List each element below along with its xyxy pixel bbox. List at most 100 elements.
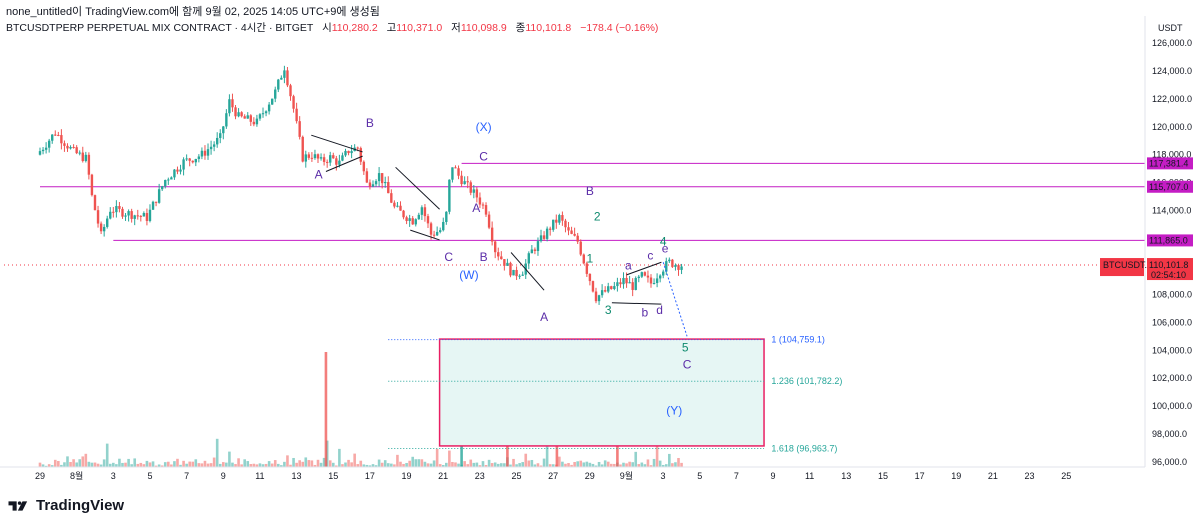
volume-bar xyxy=(108,463,112,467)
candle-body xyxy=(380,173,384,184)
volume-bar xyxy=(490,463,494,467)
candle-body xyxy=(423,207,427,217)
price-tick-label: 108,000.0 xyxy=(1152,289,1192,299)
time-tick-label: 11 xyxy=(255,471,264,481)
volume-bar xyxy=(350,462,353,467)
candle-body xyxy=(78,152,81,154)
time-tick-label: 5 xyxy=(147,471,152,481)
volume-bar xyxy=(310,460,314,467)
volume-bar xyxy=(218,463,222,467)
time-tick-label: 9 xyxy=(221,471,226,481)
candle-body xyxy=(665,261,668,272)
candle-body xyxy=(545,228,549,239)
tradingview-brand: TradingView xyxy=(36,497,125,514)
volume-bar xyxy=(588,462,592,467)
volume-bar xyxy=(634,451,638,467)
price-tick-label: 106,000.0 xyxy=(1152,317,1192,327)
time-tick-label: 21 xyxy=(438,471,448,481)
volume-bar xyxy=(151,461,155,467)
wave-label: 4 xyxy=(660,235,667,249)
candle-body xyxy=(96,210,100,224)
volume-bar xyxy=(78,459,82,467)
candle-body xyxy=(99,223,103,232)
volume-bar xyxy=(445,462,448,467)
candle-body xyxy=(127,211,130,216)
horizontal-levels xyxy=(4,162,1145,266)
volume-bar xyxy=(249,464,253,467)
candle-body xyxy=(307,154,311,158)
candle-body xyxy=(203,150,207,156)
volume-bar xyxy=(139,462,143,467)
price-tick-label: 126,000.0 xyxy=(1152,38,1192,48)
wedge-lower-line xyxy=(325,155,363,172)
price-axis[interactable]: USDT 126,000.0 124,000.0 122,000.0 120,000.0… xyxy=(1100,16,1193,467)
candle-body xyxy=(503,259,506,266)
volume-bar xyxy=(356,464,360,467)
time-axis[interactable]: 29 8월 3 5 7 9 11 13 15 17 19 21 23 25 27 29 9월 3 5 7 9 11 13 15… xyxy=(0,466,1145,481)
candle-body xyxy=(396,205,399,207)
volume-bar xyxy=(179,464,182,467)
candle-body xyxy=(154,201,158,203)
candle-body xyxy=(530,249,534,254)
horizontal-level-value: 115,707.0 xyxy=(1149,182,1188,192)
time-tick-label: 23 xyxy=(475,471,485,481)
horizontal-level-badge xyxy=(1147,234,1193,247)
candle-body xyxy=(41,149,45,152)
volume-bar xyxy=(515,464,518,467)
volume-bar xyxy=(576,461,579,467)
candle-body xyxy=(597,295,601,302)
candle-body xyxy=(75,147,78,154)
volume-bar xyxy=(252,463,256,467)
ohlc-legend: BTCUSDTPERP PERPETUAL MIX CONTRACT · 4시간… xyxy=(6,20,658,35)
wave-label: C xyxy=(479,149,488,163)
candle-body xyxy=(102,226,106,232)
volume-bar xyxy=(655,445,659,467)
candle-body xyxy=(170,177,173,180)
volume-bar xyxy=(200,463,204,467)
candle-body xyxy=(264,111,268,114)
candle-body xyxy=(261,113,265,115)
candle-body xyxy=(255,118,259,125)
candle-body xyxy=(579,241,582,255)
triangle-upper-line xyxy=(626,261,662,276)
candle-body xyxy=(280,77,283,80)
candle-body xyxy=(509,262,512,276)
volume-bar xyxy=(57,460,60,467)
volume-bar xyxy=(399,461,402,467)
candle-body xyxy=(417,214,421,220)
candle-body xyxy=(344,150,347,156)
candle-body xyxy=(176,169,179,172)
candle-body xyxy=(38,151,42,155)
volume-bar xyxy=(60,464,63,467)
candle-body xyxy=(200,150,204,157)
candle-body xyxy=(44,147,48,150)
volume-bar xyxy=(487,459,491,467)
candle-body xyxy=(106,218,109,227)
volume-bar xyxy=(206,463,210,467)
time-tick-label: 23 xyxy=(1025,471,1035,481)
price-tick-label: 98,000.0 xyxy=(1152,429,1187,439)
volume-bar xyxy=(96,463,100,467)
candle-body xyxy=(576,235,579,242)
close-value: 110,101.8 xyxy=(525,22,572,34)
price-axis-unit: USDT xyxy=(1158,23,1183,33)
volume-bar xyxy=(365,464,369,467)
time-tick-label: 3 xyxy=(661,471,666,481)
volume-bar xyxy=(261,464,265,467)
candle-body xyxy=(121,208,124,217)
time-tick-label: 3 xyxy=(111,471,116,481)
candle-body xyxy=(298,121,301,137)
candle-body xyxy=(408,218,411,221)
change-value: −178.4 (−0.16%) xyxy=(580,22,659,34)
volume-bar xyxy=(509,464,512,467)
volume-bar xyxy=(38,462,42,467)
volume-bar xyxy=(215,438,219,467)
candle-body xyxy=(591,281,595,292)
volume-bar xyxy=(625,463,628,467)
time-tick-label: 9월 xyxy=(620,470,633,481)
candle-body xyxy=(157,189,161,203)
volume-bar xyxy=(197,463,201,467)
volume-bar xyxy=(530,459,534,467)
candle-body xyxy=(240,112,243,117)
